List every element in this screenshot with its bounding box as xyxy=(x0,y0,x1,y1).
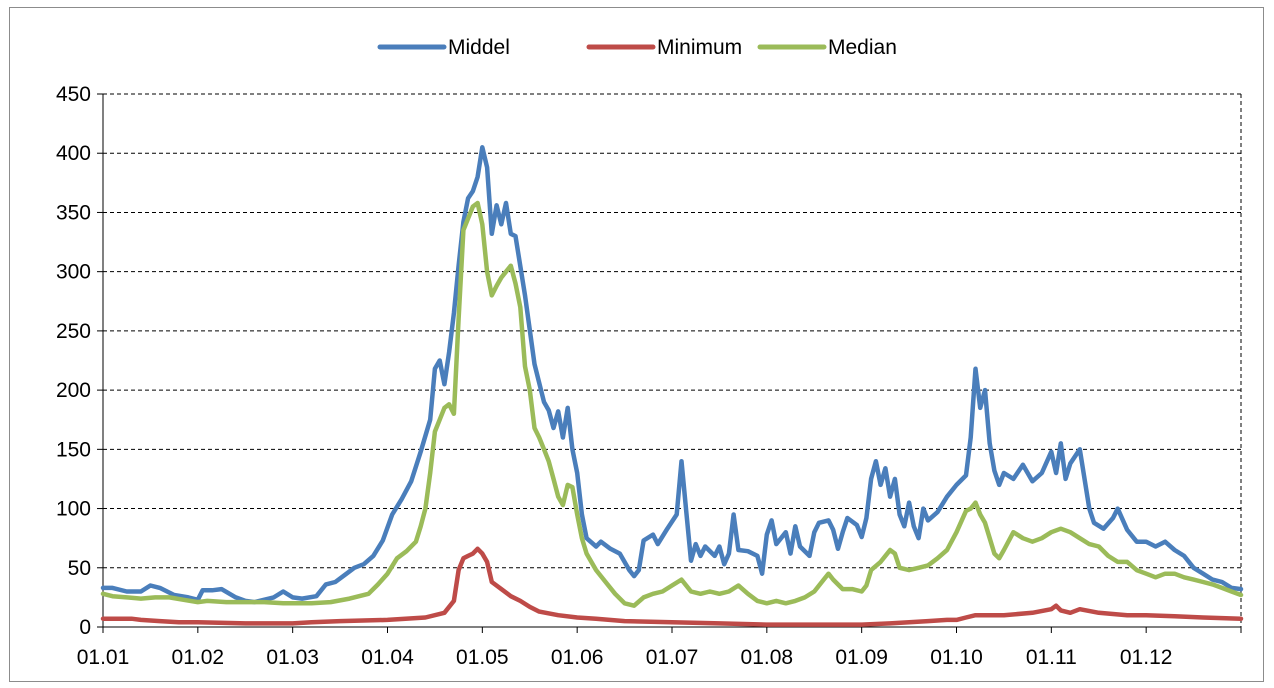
y-tick-label: 100 xyxy=(56,498,91,521)
x-tick-label: 01.10 xyxy=(930,646,983,669)
y-tick-labels: 0 50 100 150 200 250 300 350 400 450 xyxy=(56,83,91,639)
series-lines xyxy=(100,145,1244,627)
series-line-minimum xyxy=(100,546,1244,627)
x-tick-label: 01.03 xyxy=(266,646,319,669)
legend-label-median: Median xyxy=(828,36,897,59)
x-tick-label: 01.06 xyxy=(551,646,604,669)
y-tick-label: 400 xyxy=(56,142,91,165)
y-tick-label: 300 xyxy=(56,261,91,284)
series-line-middel xyxy=(100,145,1244,605)
x-tick-label: 01.05 xyxy=(456,646,509,669)
y-tick-label: 150 xyxy=(56,438,91,461)
x-tick-label: 01.04 xyxy=(361,646,414,669)
x-tick-label: 01.12 xyxy=(1120,646,1173,669)
x-tick-label: 01.11 xyxy=(1026,646,1077,669)
x-tick-label: 01.07 xyxy=(646,646,699,669)
y-tick-label: 350 xyxy=(56,201,91,224)
axes xyxy=(97,93,1242,633)
x-tick-label: 01.08 xyxy=(741,646,794,669)
legend: Middel Minimum Median xyxy=(377,36,897,59)
y-tick-label: 200 xyxy=(56,379,91,402)
x-tick-label: 01.09 xyxy=(835,646,888,669)
x-tick-label: 01.02 xyxy=(172,646,225,669)
series-line-median xyxy=(100,200,1244,608)
y-tick-label: 250 xyxy=(56,320,91,343)
y-tick-label: 0 xyxy=(79,616,91,639)
gridlines xyxy=(103,93,1241,569)
legend-label-middel: Middel xyxy=(448,36,510,59)
x-tick-label: 01.01 xyxy=(77,646,130,669)
y-tick-label: 450 xyxy=(56,83,91,106)
legend-label-minimum: Minimum xyxy=(657,36,742,59)
y-tick-label: 50 xyxy=(68,557,91,580)
x-tick-labels: 01.01 01.02 01.03 01.04 01.05 01.06 01.07 01.08… xyxy=(77,646,1173,669)
